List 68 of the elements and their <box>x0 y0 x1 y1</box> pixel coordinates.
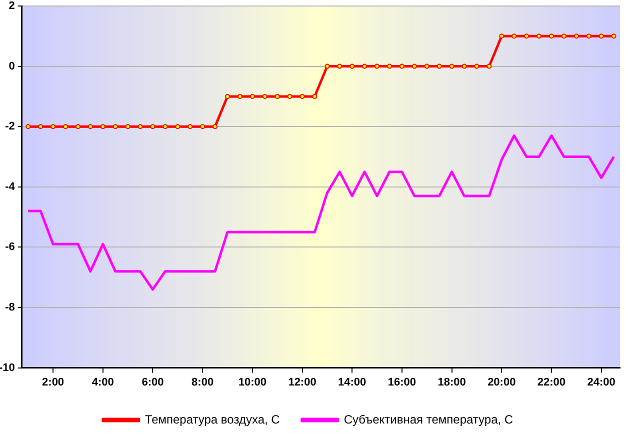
legend-label: Субъективная температура, C <box>344 412 514 426</box>
y-tick-label: 2 <box>8 0 15 12</box>
point <box>548 34 554 39</box>
x-tick-label: 4:00 <box>92 376 114 388</box>
point <box>287 94 292 99</box>
point <box>63 124 68 130</box>
point <box>561 34 566 39</box>
point <box>586 34 592 39</box>
x-tick-label: 6:00 <box>142 376 164 388</box>
point <box>188 124 193 130</box>
point <box>374 64 380 69</box>
x-tick-label: 20:00 <box>488 376 516 388</box>
point <box>250 94 255 99</box>
point <box>574 34 579 39</box>
x-tick-label: 12:00 <box>288 376 316 388</box>
y-tick-label: -4 <box>5 180 16 193</box>
point <box>26 124 31 130</box>
point <box>262 94 268 99</box>
x-tick-label: 22:00 <box>537 376 566 388</box>
point <box>100 124 106 130</box>
point <box>362 64 368 69</box>
point <box>486 64 492 69</box>
point <box>162 124 168 130</box>
point <box>424 64 430 69</box>
point <box>611 34 616 39</box>
point <box>200 124 206 130</box>
legend-label: Температура воздуха, C <box>144 412 280 426</box>
point <box>125 124 130 130</box>
point <box>449 64 454 69</box>
x-tick-label: 24:00 <box>587 376 616 388</box>
point <box>399 64 404 69</box>
x-tick-label: 10:00 <box>238 376 266 388</box>
point <box>300 94 305 99</box>
point <box>112 124 118 130</box>
point <box>138 124 143 130</box>
point <box>462 64 467 69</box>
x-tick-label: 14:00 <box>338 376 366 388</box>
point <box>474 64 480 69</box>
y-tick-label: -8 <box>5 302 15 314</box>
point <box>50 124 56 130</box>
point <box>412 64 417 69</box>
point <box>312 94 318 99</box>
point <box>88 124 93 130</box>
point <box>386 64 392 69</box>
point <box>38 124 44 130</box>
point <box>536 34 542 39</box>
x-tick-label: 16:00 <box>388 376 416 388</box>
point <box>224 94 230 99</box>
y-tick-label: -2 <box>5 120 15 133</box>
point <box>436 64 442 69</box>
point <box>212 124 218 130</box>
y-tick-label: -6 <box>5 241 15 254</box>
point <box>499 34 504 39</box>
point <box>350 64 355 69</box>
point <box>274 94 280 99</box>
x-tick-label: 2:00 <box>42 376 64 388</box>
point <box>512 34 517 39</box>
point <box>524 34 530 39</box>
point <box>598 34 604 39</box>
point <box>75 124 80 130</box>
point <box>175 124 180 130</box>
y-tick-label: 0 <box>8 60 15 72</box>
point <box>324 64 330 69</box>
x-tick-label: 8:00 <box>192 376 214 388</box>
x-tick-label: 18:00 <box>438 376 466 388</box>
point <box>150 124 156 130</box>
point <box>237 94 242 99</box>
point <box>337 64 342 69</box>
